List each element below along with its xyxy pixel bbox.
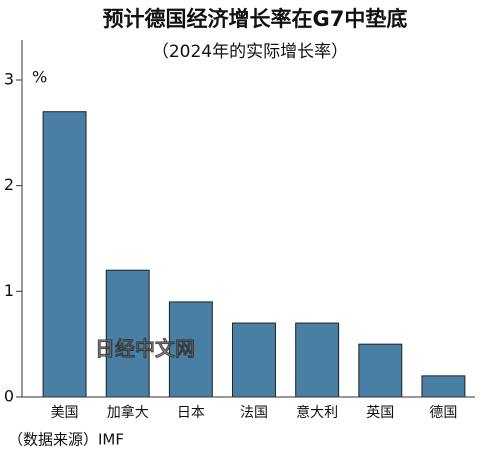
x-tick-label: 日本 [177, 405, 205, 421]
y-tick-label: 3 [4, 70, 14, 89]
bar [42, 111, 87, 398]
bar [168, 301, 213, 398]
bar [358, 343, 403, 398]
y-unit: % [32, 68, 47, 87]
x-tick-label: 意大利 [296, 404, 338, 421]
bar [232, 322, 276, 398]
source: （数据来源）IMF [8, 431, 124, 449]
bar [105, 269, 150, 398]
y-tick-label: 2 [4, 175, 14, 194]
x-tick-label: 英国 [366, 404, 394, 421]
bar [421, 375, 466, 398]
y-tick-label: 1 [4, 281, 14, 300]
bar [295, 322, 340, 398]
x-tick-label: 德国 [429, 405, 457, 421]
watermark: 日经中文网 [95, 337, 195, 361]
x-tick-label: 美国 [51, 405, 79, 421]
x-tick-label: 法国 [240, 405, 268, 421]
chart-subtitle: （2024年的实际增长率） [152, 42, 348, 62]
chart-title: 预计德国经济增长率在G7中垫底 [103, 7, 408, 31]
x-tick-label: 加拿大 [107, 404, 149, 421]
y-tick-label: 0 [4, 387, 14, 406]
